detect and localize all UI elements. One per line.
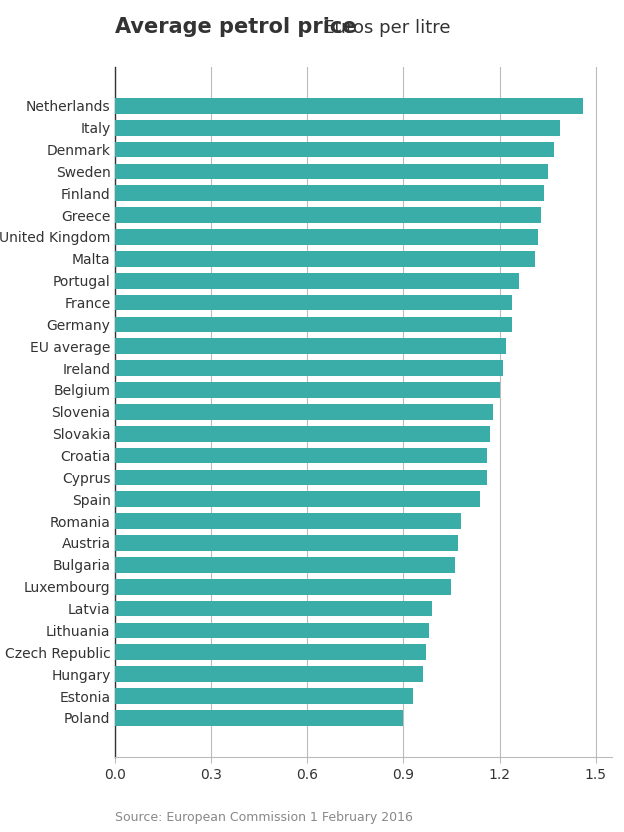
Bar [115, 404, 493, 419]
Bar [115, 164, 547, 179]
Bar [115, 710, 404, 726]
Bar [115, 316, 512, 332]
Bar [115, 382, 499, 398]
Bar [115, 251, 535, 267]
Bar [115, 207, 541, 223]
Bar [115, 98, 583, 114]
Bar [115, 360, 503, 376]
Text: Euros per litre: Euros per litre [306, 19, 451, 37]
Bar [115, 622, 429, 638]
Bar [115, 601, 432, 617]
Bar [115, 469, 487, 485]
Bar [115, 120, 560, 136]
Bar [115, 645, 426, 660]
Bar [115, 339, 506, 354]
Bar [115, 229, 538, 245]
Text: Average petrol price: Average petrol price [115, 17, 357, 37]
Bar [115, 557, 455, 572]
Bar [115, 535, 458, 551]
Bar [115, 448, 487, 463]
Bar [115, 295, 512, 310]
Bar [115, 666, 422, 682]
Text: Source: European Commission 1 February 2016: Source: European Commission 1 February 2… [115, 810, 413, 824]
Bar [115, 426, 490, 442]
Bar [115, 579, 452, 595]
Bar [115, 492, 480, 508]
Bar [115, 141, 554, 157]
Bar [115, 186, 544, 201]
Bar [115, 688, 413, 704]
Bar [115, 273, 519, 289]
Bar [115, 513, 461, 529]
